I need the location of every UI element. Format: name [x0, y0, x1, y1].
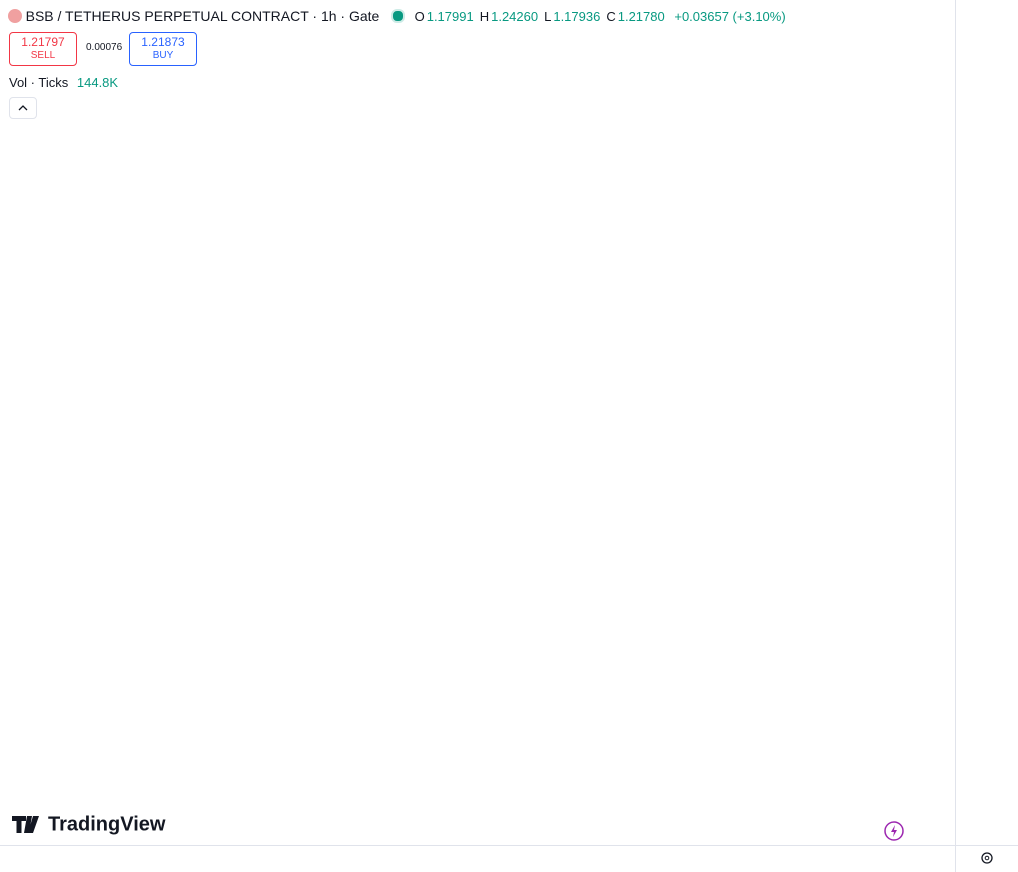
ohlc-key: O: [414, 9, 425, 24]
ohlc-key: H: [479, 9, 490, 24]
buy-button[interactable]: 1.21873 BUY: [129, 32, 197, 66]
lightning-icon: [891, 825, 897, 837]
watermark-text: TradingView: [48, 813, 166, 835]
spread: 0.00076: [86, 42, 123, 53]
price-change: +0.03657 (+3.10%): [674, 9, 786, 24]
indicator-name: Vol · Ticks: [9, 75, 69, 90]
ohlc-value: 1.21780: [617, 9, 665, 24]
buy-label: BUY: [152, 50, 174, 61]
ohlc-value: 1.17936: [553, 9, 601, 24]
collapse-button[interactable]: [9, 97, 37, 119]
ohlc-key: L: [544, 9, 552, 24]
ohlc-value: 1.24260: [491, 9, 539, 24]
sell-price: 1.21797: [21, 35, 65, 49]
legend-header: BSB / TETHERUS PERPETUAL CONTRACT · 1h ·…: [8, 8, 786, 24]
symbol-title: BSB / TETHERUS PERPETUAL CONTRACT · 1h ·…: [25, 8, 380, 24]
watermark-logo: [12, 816, 39, 833]
ohlc-key: C: [606, 9, 616, 24]
collapse-icon: [18, 105, 28, 111]
watermark: TradingView: [12, 813, 166, 835]
ohlc-values: O 1.17991 H 1.24260 L 1.17936 C 1.21780: [415, 9, 671, 24]
sell-button[interactable]: 1.21797 SELL: [9, 32, 77, 66]
indicator-value: 144.8K: [76, 75, 119, 90]
settings-button[interactable]: [981, 852, 993, 864]
buy-price: 1.21873: [141, 35, 185, 49]
sell-label: SELL: [30, 50, 56, 61]
settings-icon: [984, 855, 990, 861]
ohlc-value: 1.17991: [426, 9, 474, 24]
market-status: [390, 9, 405, 23]
indicator-legend: Vol · Ticks 144.8K: [9, 75, 118, 90]
symbol-icon: [8, 9, 22, 23]
